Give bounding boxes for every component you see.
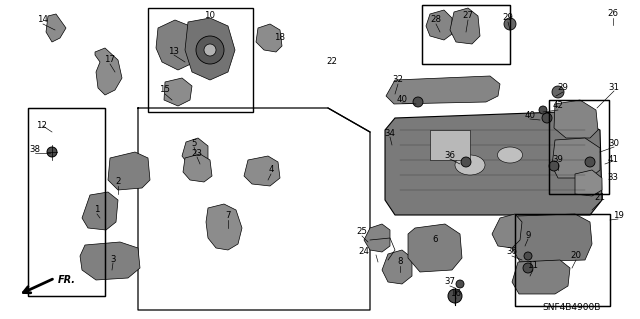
Text: 21: 21 [595, 194, 605, 203]
Polygon shape [386, 76, 500, 104]
Circle shape [461, 157, 471, 167]
Polygon shape [164, 78, 192, 106]
Text: 29: 29 [557, 84, 568, 93]
Text: 11: 11 [527, 262, 538, 271]
Text: 37: 37 [445, 278, 456, 286]
Text: 42: 42 [552, 101, 563, 110]
Text: 22: 22 [326, 57, 337, 66]
Polygon shape [554, 100, 598, 138]
Text: 6: 6 [432, 235, 438, 244]
Text: 31: 31 [609, 83, 620, 92]
Ellipse shape [497, 147, 522, 163]
Text: 4: 4 [268, 166, 274, 174]
Bar [549, 100, 609, 194]
Text: 8: 8 [397, 257, 403, 266]
Text: SNF4B4900B: SNF4B4900B [543, 303, 601, 313]
Bar [422, 5, 510, 64]
Circle shape [542, 113, 552, 123]
Bar [515, 214, 610, 306]
Text: 10: 10 [205, 11, 216, 19]
Text: 27: 27 [463, 11, 474, 20]
Bar [422, 5, 510, 64]
Text: 19: 19 [612, 211, 623, 219]
Polygon shape [108, 152, 150, 190]
Polygon shape [492, 214, 522, 248]
Bar [515, 214, 610, 306]
Polygon shape [183, 154, 212, 182]
Text: 14: 14 [38, 16, 49, 25]
Text: 9: 9 [525, 231, 531, 240]
Text: 7: 7 [225, 211, 231, 220]
Text: 26: 26 [607, 10, 618, 19]
Text: 30: 30 [609, 138, 620, 147]
Polygon shape [426, 10, 452, 40]
Polygon shape [552, 138, 600, 178]
Circle shape [552, 86, 564, 98]
Circle shape [413, 97, 423, 107]
Text: 23: 23 [191, 149, 202, 158]
Text: 40: 40 [525, 110, 536, 120]
Text: 40: 40 [397, 94, 408, 103]
Text: 28: 28 [431, 16, 442, 25]
Text: 34: 34 [385, 130, 396, 138]
Polygon shape [46, 14, 66, 42]
Polygon shape [185, 18, 235, 80]
Polygon shape [382, 250, 412, 284]
Polygon shape [385, 112, 602, 215]
Text: 13: 13 [168, 48, 179, 56]
Polygon shape [575, 170, 602, 196]
Text: 15: 15 [159, 85, 170, 94]
Text: 25: 25 [356, 227, 367, 236]
Text: 36: 36 [506, 248, 518, 256]
Polygon shape [82, 192, 118, 230]
Polygon shape [244, 156, 280, 186]
Text: 38: 38 [29, 145, 40, 154]
Text: 20: 20 [570, 251, 582, 261]
Circle shape [47, 147, 57, 157]
Text: 3: 3 [110, 256, 116, 264]
Text: 5: 5 [191, 138, 196, 147]
Polygon shape [80, 242, 140, 280]
Text: 16: 16 [451, 290, 461, 299]
Polygon shape [408, 224, 462, 272]
Circle shape [504, 18, 516, 30]
Circle shape [585, 157, 595, 167]
Polygon shape [156, 20, 200, 70]
Text: 18: 18 [275, 33, 285, 42]
Circle shape [456, 280, 464, 288]
Circle shape [524, 252, 532, 260]
Bar [148, 8, 253, 112]
Text: 39: 39 [552, 155, 563, 165]
Polygon shape [182, 138, 208, 168]
Circle shape [196, 36, 224, 64]
Text: 17: 17 [104, 56, 115, 64]
Text: 32: 32 [392, 76, 403, 85]
Text: 1: 1 [94, 205, 100, 214]
Text: 36: 36 [445, 151, 456, 160]
Circle shape [539, 106, 547, 114]
Polygon shape [95, 48, 122, 95]
Polygon shape [256, 24, 282, 52]
Circle shape [523, 263, 533, 273]
Bar [28, 108, 105, 296]
Text: 29: 29 [502, 13, 513, 23]
Bar [430, 130, 470, 160]
Text: 33: 33 [607, 174, 618, 182]
Polygon shape [450, 8, 480, 44]
Bar [28, 108, 105, 296]
Text: 24: 24 [358, 248, 369, 256]
Circle shape [549, 161, 559, 171]
Circle shape [204, 44, 216, 56]
Circle shape [448, 289, 462, 303]
Text: 12: 12 [36, 122, 47, 130]
Polygon shape [206, 204, 242, 250]
Bar [549, 100, 609, 194]
Ellipse shape [455, 155, 485, 175]
Polygon shape [512, 214, 592, 262]
Polygon shape [364, 224, 390, 252]
Polygon shape [512, 260, 570, 294]
Text: 2: 2 [115, 177, 121, 187]
Text: 41: 41 [607, 155, 618, 165]
Text: FR.: FR. [58, 275, 76, 285]
